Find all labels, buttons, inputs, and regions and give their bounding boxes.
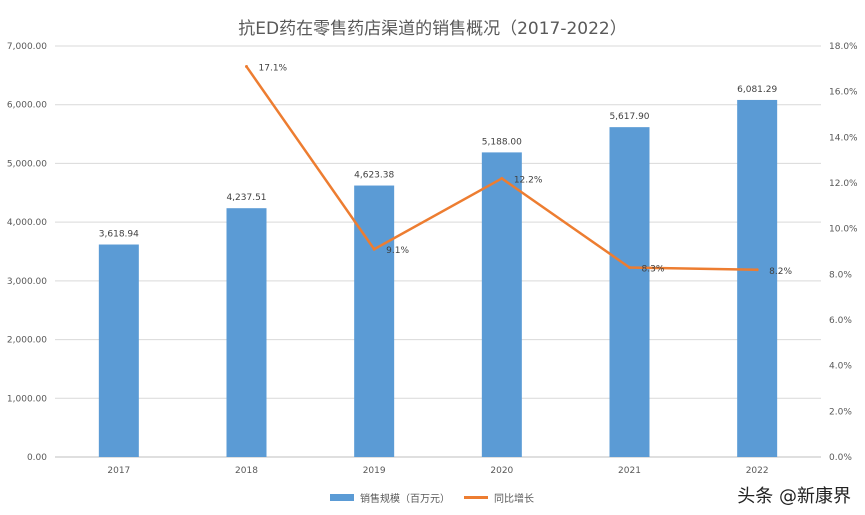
y-tick-left: 6,000.00 [7,101,47,111]
bar-label: 6,081.29 [737,85,777,95]
y-tick-right: 12.0% [829,179,858,189]
chart-title: 抗ED药在零售药店渠道的销售概况（2017-2022） [238,19,627,39]
legend: 销售规模（百万元） 同比增长 [330,490,534,505]
legend-label-growth: 同比增长 [494,494,534,505]
y-tick-right: 4.0% [829,362,852,372]
y-tick-right: 16.0% [829,88,858,98]
line-point [500,176,504,180]
y-tick-left: 7,000.00 [7,42,47,52]
bar-label: 4,623.38 [354,171,394,181]
y-tick-right: 14.0% [829,133,858,143]
bar [354,185,395,457]
line-label: 8.3% [642,264,665,274]
line-label: 9.1% [386,246,409,256]
y-tick-right: 18.0% [829,42,858,52]
legend-label-sales: 销售规模（百万元） [360,494,450,505]
x-tick: 2022 [746,466,769,476]
bar-label: 4,237.51 [226,193,266,203]
bar [609,127,650,457]
legend-swatch-line [464,496,488,499]
bar [737,99,778,457]
x-tick: 2020 [490,466,513,476]
bar [226,208,267,457]
line-point [755,268,759,272]
line-label: 8.2% [769,267,792,277]
y-tick-right: 2.0% [829,407,852,417]
bar-label: 5,188.00 [482,137,522,147]
line-label: 17.1% [259,64,288,74]
bar [98,244,139,457]
watermark: 头条 @新康界 [737,486,851,507]
y-tick-left: 3,000.00 [7,277,47,287]
bar [481,152,522,457]
bar-label: 3,618.94 [99,230,139,240]
line-point [628,265,631,269]
y-tick-left: 2,000.00 [7,336,47,346]
bar-label: 5,617.90 [609,112,649,122]
x-tick: 2018 [235,466,258,476]
line-point [245,65,248,69]
line-point [372,247,376,251]
line-label: 12.2% [514,175,543,185]
y-tick-left: 1,000.00 [7,394,47,404]
y-tick-right: 10.0% [829,225,858,235]
y-tick-right: 8.0% [829,270,852,280]
x-tick: 2021 [618,466,641,476]
y-tick-right: 0.0% [829,453,852,463]
y-tick-left: 5,000.00 [7,159,47,169]
y-tick-left: 0.00 [27,453,47,463]
legend-swatch-bar [330,494,354,501]
x-tick: 2017 [107,466,130,476]
y-tick-right: 6.0% [829,316,852,326]
x-tick: 2019 [363,466,386,476]
y-tick-left: 4,000.00 [7,218,47,228]
